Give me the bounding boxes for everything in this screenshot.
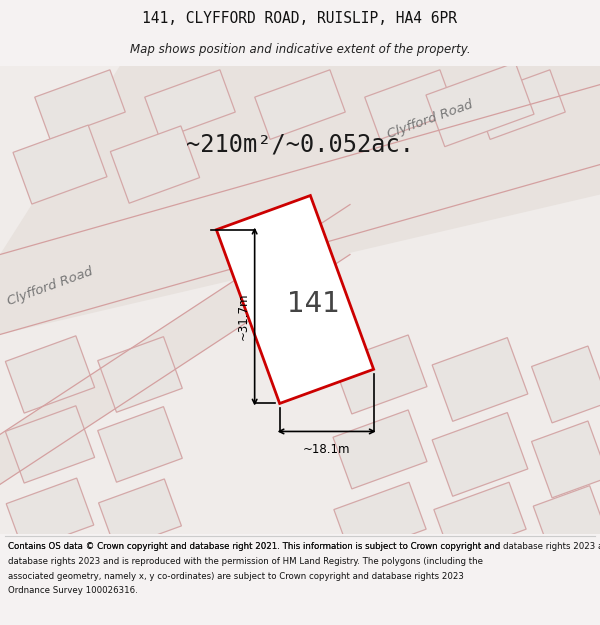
Polygon shape [0, 66, 600, 334]
Text: ~31.7m: ~31.7m [236, 293, 250, 341]
Text: Contains OS data © Crown copyright and database right 2021. This information is : Contains OS data © Crown copyright and d… [8, 542, 600, 551]
Polygon shape [0, 204, 350, 484]
Bar [98, 479, 181, 550]
Bar [98, 337, 182, 412]
Bar [365, 70, 455, 139]
Text: Clyfford Road: Clyfford Road [5, 265, 95, 308]
Text: Map shows position and indicative extent of the property.: Map shows position and indicative extent… [130, 42, 470, 56]
Bar [145, 70, 235, 139]
Bar [432, 412, 528, 496]
Bar [434, 482, 526, 556]
Text: Contains OS data © Crown copyright and database right 2021. This information is : Contains OS data © Crown copyright and d… [8, 542, 500, 551]
Bar [5, 336, 95, 413]
Bar [432, 338, 528, 421]
Bar [255, 70, 345, 139]
Text: associated geometry, namely x, y co-ordinates) are subject to Crown copyright an: associated geometry, namely x, y co-ordi… [8, 572, 464, 581]
Bar [5, 406, 95, 483]
Bar [35, 70, 125, 139]
Bar [334, 482, 426, 556]
Text: ~210m²/~0.052ac.: ~210m²/~0.052ac. [186, 132, 414, 157]
Text: 141: 141 [287, 291, 340, 319]
Bar [333, 335, 427, 414]
Text: database rights 2023 and is reproduced with the permission of HM Land Registry. : database rights 2023 and is reproduced w… [8, 557, 483, 566]
Text: ~18.1m: ~18.1m [303, 444, 350, 456]
Bar [217, 196, 374, 404]
Bar [217, 196, 374, 404]
Bar [333, 410, 427, 489]
Bar [6, 478, 94, 551]
Bar [533, 486, 600, 553]
Text: Clyfford Road: Clyfford Road [385, 98, 475, 141]
Bar [13, 125, 107, 204]
Bar [532, 421, 600, 498]
Bar [110, 126, 200, 203]
Bar [98, 407, 182, 482]
Bar [475, 70, 565, 139]
Bar [426, 62, 534, 147]
Text: 141, CLYFFORD ROAD, RUISLIP, HA4 6PR: 141, CLYFFORD ROAD, RUISLIP, HA4 6PR [143, 11, 458, 26]
Bar [532, 346, 600, 423]
Text: Ordnance Survey 100026316.: Ordnance Survey 100026316. [8, 586, 138, 595]
